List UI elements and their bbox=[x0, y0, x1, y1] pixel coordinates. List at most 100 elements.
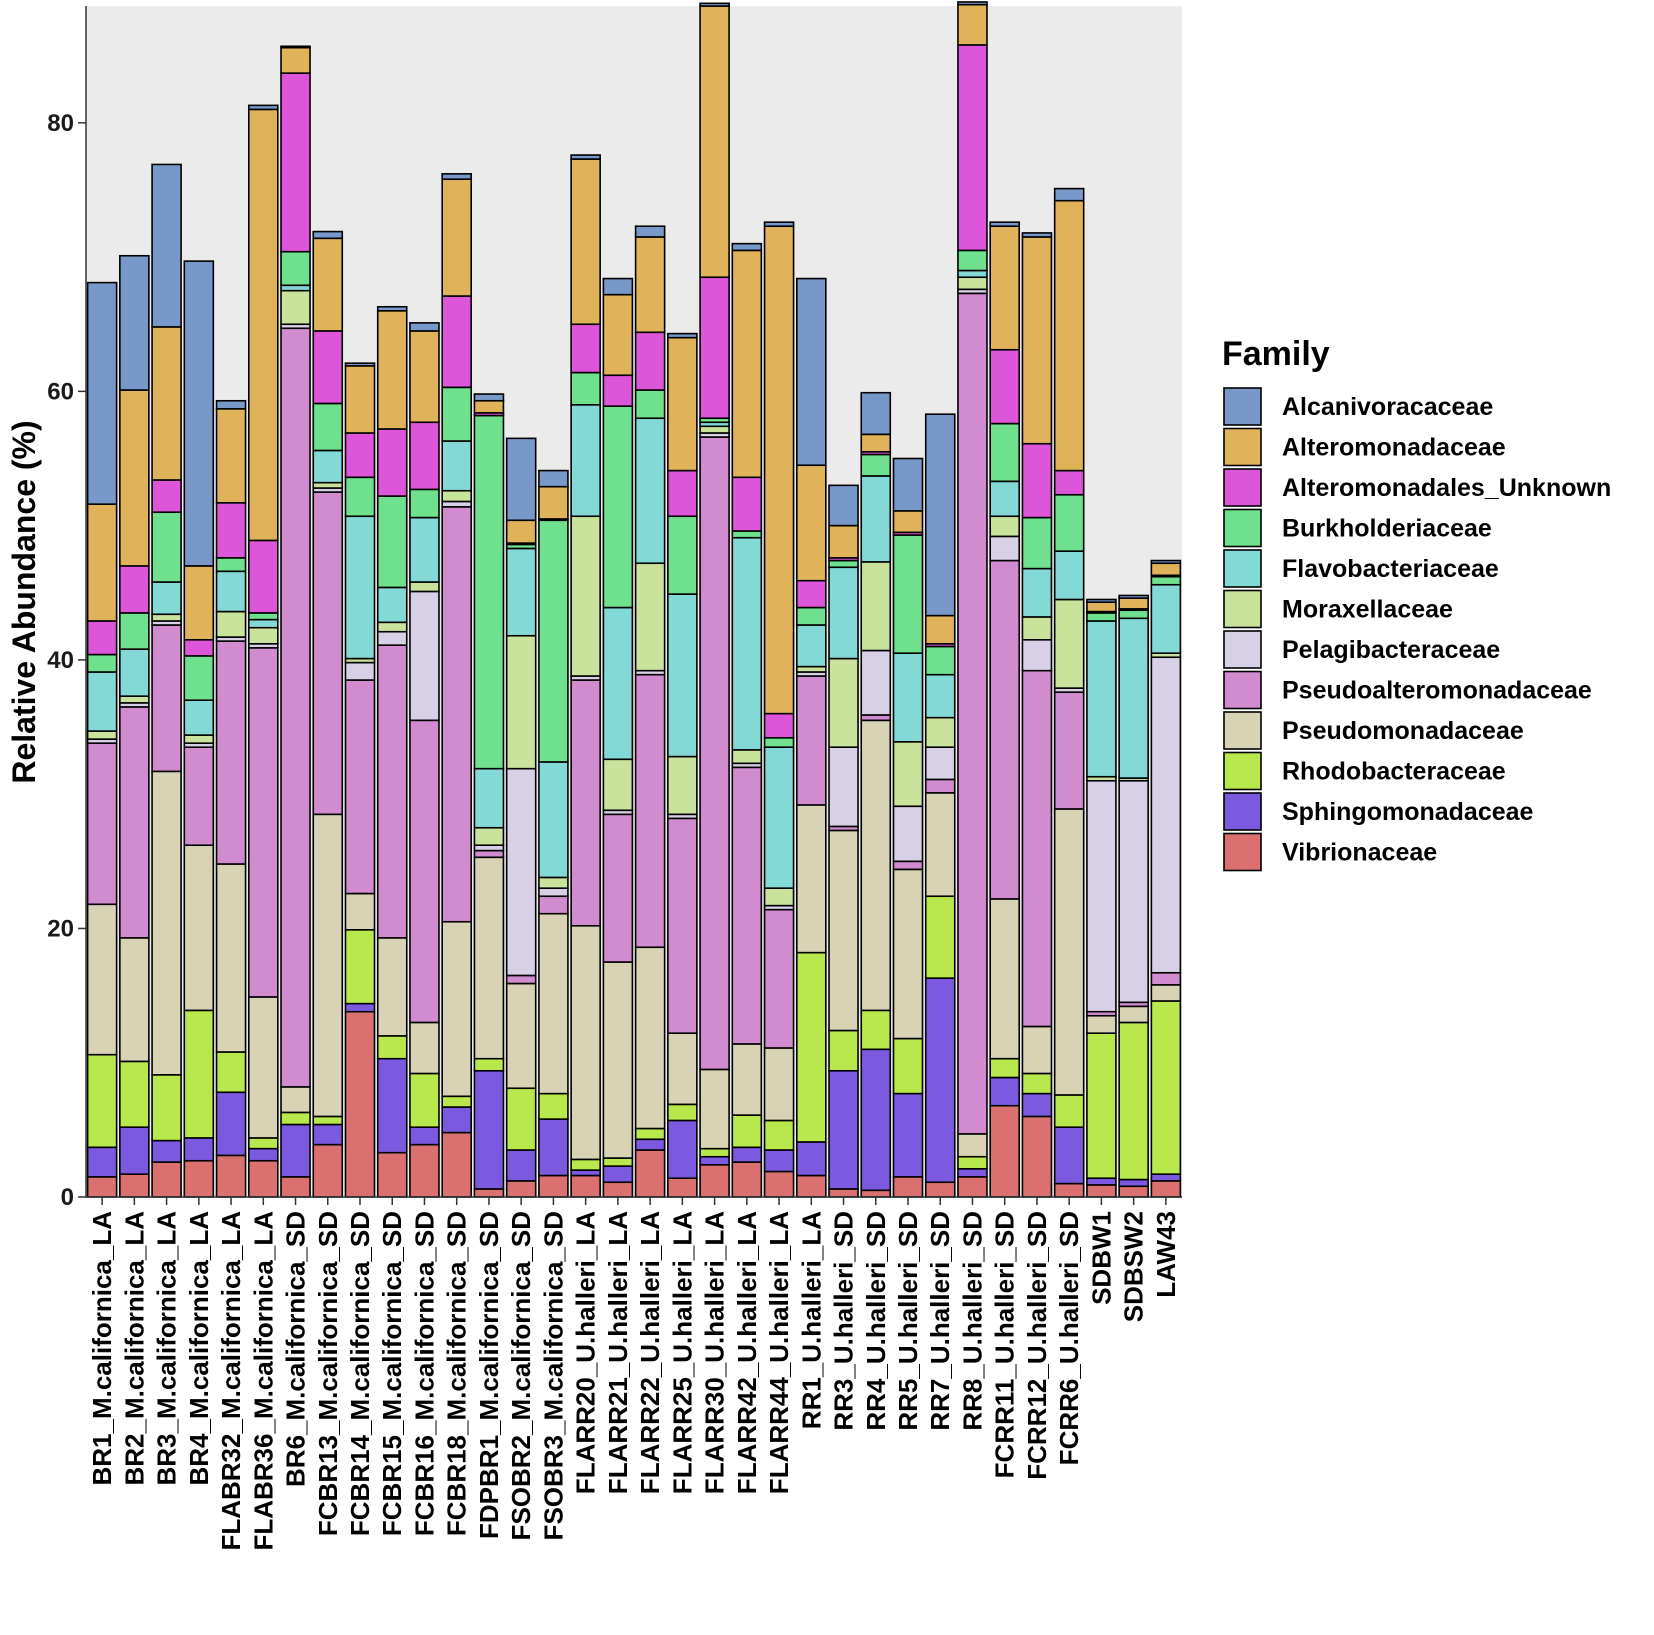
bar-segment bbox=[151, 479, 182, 514]
legend-label: Pelagibacteraceae bbox=[1282, 636, 1500, 664]
bar-segment bbox=[247, 108, 279, 542]
legend-key bbox=[1223, 468, 1262, 507]
legend-key bbox=[1223, 630, 1262, 669]
bar-segment bbox=[280, 250, 311, 287]
bar-segment bbox=[1150, 559, 1182, 565]
bar-segment bbox=[1150, 1173, 1182, 1182]
bar-segment bbox=[280, 1123, 311, 1178]
bar-segment bbox=[344, 679, 376, 895]
bar-segment bbox=[924, 1181, 956, 1198]
bar-segment bbox=[602, 1157, 634, 1167]
bar-segment bbox=[344, 661, 376, 681]
bar-segment bbox=[538, 895, 569, 915]
legend-key bbox=[1223, 508, 1262, 548]
bar-segment bbox=[151, 511, 182, 583]
bar-segment bbox=[667, 332, 698, 339]
bar-segment bbox=[183, 746, 215, 847]
legend-label: Pseudomonadaceae bbox=[1282, 717, 1524, 745]
bar-segment bbox=[699, 276, 730, 420]
bar-segment bbox=[731, 1114, 763, 1149]
bar-segment bbox=[860, 391, 892, 436]
bar-segment bbox=[280, 1111, 311, 1126]
bar-segment bbox=[860, 1009, 892, 1051]
bar-segment bbox=[538, 1118, 569, 1177]
bar-segment bbox=[280, 46, 311, 74]
x-tick-label: SDBW1 bbox=[1086, 1211, 1116, 1305]
bar-segment bbox=[828, 566, 859, 660]
bar-segment bbox=[215, 1051, 247, 1094]
bar-segment bbox=[989, 1057, 1021, 1079]
bar-segment bbox=[86, 620, 118, 656]
bar-segment bbox=[376, 630, 408, 646]
bar-segment bbox=[183, 1137, 215, 1162]
bar-segment bbox=[1021, 1025, 1053, 1075]
bar-segment bbox=[344, 892, 376, 931]
bar-segment bbox=[312, 1115, 344, 1126]
bar-segment bbox=[280, 1086, 311, 1114]
x-tick-label: BR3_M.californica_LA bbox=[152, 1211, 182, 1486]
bar-segment bbox=[1150, 1000, 1182, 1175]
bar-segment bbox=[989, 480, 1021, 518]
bar-segment bbox=[1021, 567, 1053, 618]
bar-segment bbox=[602, 293, 634, 377]
bar-segment bbox=[795, 1141, 827, 1177]
bar-segment bbox=[247, 1159, 279, 1198]
bar-segment bbox=[989, 348, 1021, 425]
bar-segment bbox=[409, 1072, 440, 1128]
bar-segment bbox=[957, 1176, 988, 1198]
bar-segment bbox=[1150, 984, 1182, 1002]
bar-segment bbox=[795, 675, 827, 806]
y-tick-label: 80 bbox=[47, 110, 74, 137]
x-tick-label: FCBR18_M.californica_SD bbox=[442, 1211, 472, 1536]
bar-segment bbox=[763, 908, 795, 1049]
bar-segment bbox=[699, 1155, 730, 1166]
y-tick-label: 0 bbox=[61, 1184, 74, 1211]
bar-segment bbox=[634, 225, 666, 238]
bar-segment bbox=[280, 327, 311, 1088]
bar-segment bbox=[892, 1092, 924, 1178]
bar-segment bbox=[1021, 1072, 1053, 1095]
bar-segment bbox=[602, 606, 634, 761]
y-axis: 0 20 40 60 80 bbox=[47, 6, 87, 1211]
bar-segment bbox=[667, 1032, 698, 1106]
bar-segment bbox=[280, 45, 311, 49]
bar-segment bbox=[1118, 617, 1149, 779]
bar-segment bbox=[215, 640, 247, 865]
bar-segment bbox=[505, 437, 537, 522]
legend-label: Flavobacteriaceae bbox=[1282, 555, 1499, 583]
x-tick-label: FLARR25_U.halleri_LA bbox=[667, 1211, 697, 1494]
bar-segment bbox=[344, 1002, 376, 1013]
bar-segment bbox=[312, 1123, 344, 1146]
bar-segment bbox=[344, 476, 376, 518]
x-tick-label: RR3_U.halleri_SD bbox=[829, 1211, 859, 1431]
bar-segment bbox=[505, 1149, 537, 1182]
bar-segment bbox=[795, 624, 827, 668]
bar-segment bbox=[119, 565, 150, 614]
bar-segment bbox=[344, 928, 376, 1005]
bar-segment bbox=[312, 481, 344, 489]
bar-segment bbox=[570, 515, 601, 677]
bar-segment bbox=[957, 1168, 988, 1178]
x-tick-label: FLARR22_U.halleri_LA bbox=[635, 1211, 665, 1494]
bar-segment bbox=[892, 510, 924, 534]
x-tick-label: FCBR14_M.californica_SD bbox=[345, 1211, 375, 1536]
bar-segment bbox=[763, 887, 795, 907]
bar-segment bbox=[119, 254, 150, 391]
bar-segment bbox=[957, 269, 988, 279]
bar-segment bbox=[1150, 971, 1182, 986]
bar-segment bbox=[441, 178, 473, 297]
bar-segment bbox=[215, 570, 247, 613]
bar-segment bbox=[602, 1165, 634, 1184]
bar-segment bbox=[828, 746, 859, 828]
legend-key bbox=[1223, 832, 1262, 872]
bar-segment bbox=[570, 1169, 601, 1177]
legend-title: Family bbox=[1222, 335, 1330, 373]
bar-segment bbox=[731, 1043, 763, 1116]
bar-segment bbox=[860, 649, 892, 716]
bar-segment bbox=[699, 1068, 730, 1150]
bar-segment bbox=[280, 289, 311, 326]
bar-segment bbox=[1021, 516, 1053, 570]
bar-segment bbox=[570, 403, 601, 518]
bar-segment bbox=[1021, 616, 1053, 641]
